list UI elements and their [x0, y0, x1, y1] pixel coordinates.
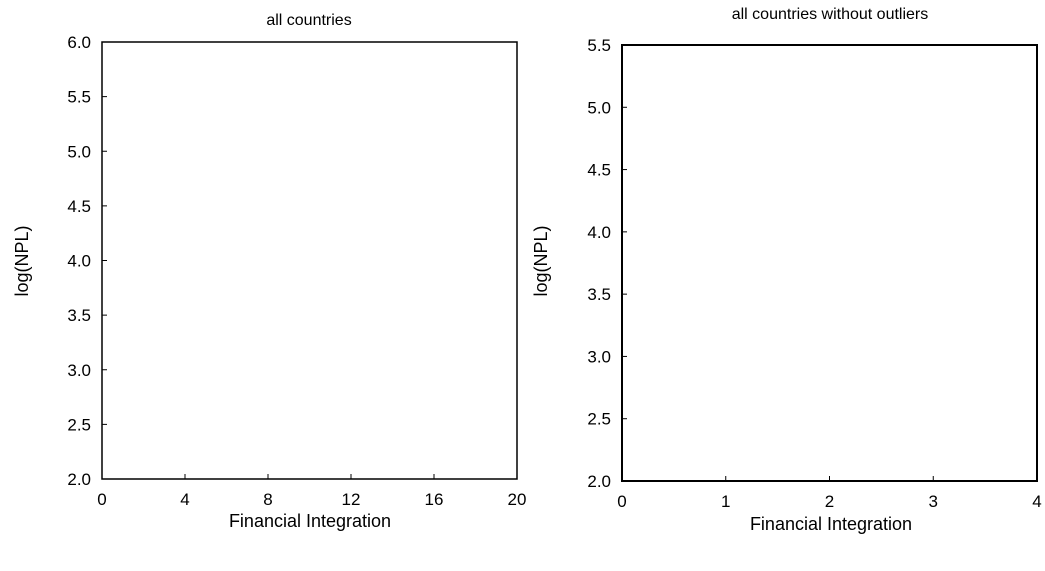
y-tick-label: 3.5 — [587, 285, 611, 304]
x-axis-title: Financial Integration — [229, 511, 391, 531]
y-tick-label: 5.0 — [67, 142, 91, 161]
y-axis-title: log(NPL) — [531, 225, 551, 296]
y-axis: 2.0 2.5 3.0 3.5 4.0 4.5 5.0 5.5 — [587, 36, 627, 491]
plot-frame — [621, 44, 1038, 482]
chart-title: all countries — [266, 12, 351, 29]
y-tick-label: 2.0 — [587, 472, 611, 491]
x-tick-label: 1 — [721, 492, 730, 511]
y-tick-label: 5.5 — [587, 36, 611, 55]
y-tick-label: 3.0 — [587, 347, 611, 366]
y-tick-label: 3.0 — [67, 361, 91, 380]
x-tick-label: 2 — [825, 492, 834, 511]
y-tick-label: 4.0 — [67, 252, 91, 271]
y-tick-label: 2.5 — [67, 415, 91, 434]
y-axis: 2.0 2.5 3.0 3.5 4.0 4.5 5.0 5.5 6.0 — [67, 33, 107, 489]
y-tick-label: 4.0 — [587, 223, 611, 242]
y-tick-label: 4.5 — [587, 161, 611, 180]
y-tick-label: 5.5 — [67, 88, 91, 107]
x-tick-label: 4 — [180, 490, 189, 509]
x-axis: 0 4 8 12 16 20 — [97, 474, 526, 509]
chart-title: all countries without outliers — [732, 6, 929, 23]
plot-frame — [101, 41, 518, 480]
x-tick-label: 0 — [97, 490, 106, 509]
x-tick-label: 4 — [1032, 492, 1041, 511]
x-tick-label: 20 — [508, 490, 527, 509]
y-tick-label: 2.0 — [67, 470, 91, 489]
x-tick-label: 3 — [929, 492, 938, 511]
y-tick-label: 2.5 — [587, 410, 611, 429]
x-tick-label: 12 — [342, 490, 361, 509]
x-tick-label: 16 — [425, 490, 444, 509]
y-tick-label: 5.0 — [587, 98, 611, 117]
chart-all-countries: all countries 0 4 8 12 16 20 2.0 2.5 3.0 3.5 4.0 4… — [12, 12, 526, 531]
x-tick-label: 0 — [617, 492, 626, 511]
y-axis-title: log(NPL) — [12, 225, 32, 296]
y-tick-label: 6.0 — [67, 33, 91, 52]
x-axis-title: Financial Integration — [750, 514, 912, 534]
y-tick-label: 3.5 — [67, 306, 91, 325]
y-tick-label: 4.5 — [67, 197, 91, 216]
chart-all-countries-without-outliers: all countries without outliers 0 1 2 3 4 2.0… — [531, 6, 1042, 534]
x-tick-label: 8 — [263, 490, 272, 509]
x-axis: 0 1 2 3 4 — [617, 476, 1042, 511]
